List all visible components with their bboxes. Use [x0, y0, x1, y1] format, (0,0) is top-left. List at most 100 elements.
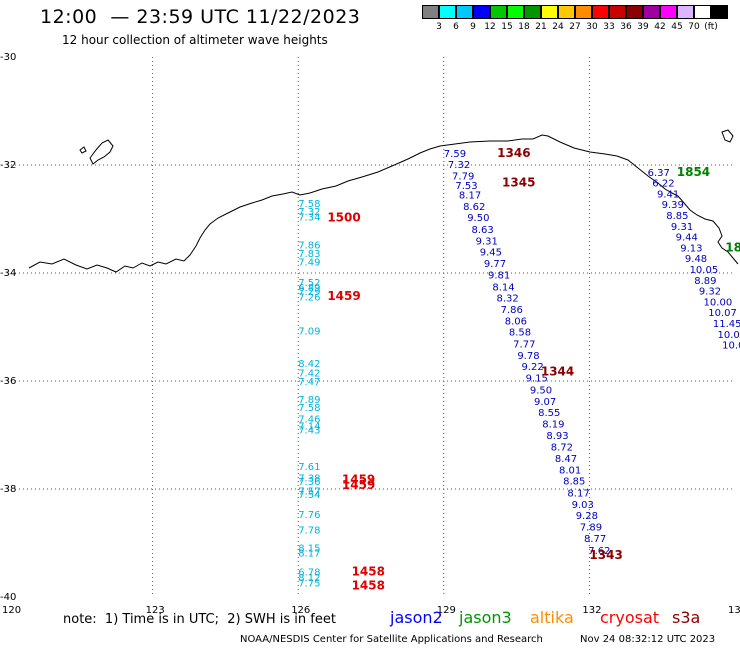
colorbar-label: 24 — [552, 22, 564, 32]
colorbar-label: 30 — [586, 22, 598, 32]
wave-height-label: 7.49 — [298, 257, 320, 268]
wave-height-label: 7.29 — [298, 287, 320, 298]
wave-height-label: 6.22 — [652, 179, 674, 190]
wave-height-label: 9.45 — [480, 248, 502, 259]
wave-height-label: 7.58 — [298, 403, 320, 414]
wave-height-label: 7.59 — [444, 149, 466, 160]
wave-height-label: 8.15 — [298, 544, 320, 555]
coastline — [28, 134, 739, 273]
wave-height-label: 7.47 — [298, 377, 320, 388]
footer-note: note: 1) Time is in UTC; 2) SWH is in fe… — [63, 612, 336, 627]
wave-height-label: 9.07 — [534, 397, 556, 408]
wave-height-label: 10.07 — [708, 308, 737, 319]
wave-height-label: 7.26 — [298, 293, 320, 304]
pass-time-label: 1459 — [342, 473, 375, 487]
wave-height-label: 7.78 — [298, 525, 320, 536]
colorbar-swatch — [626, 5, 643, 19]
wave-height-label: 10.00 — [718, 330, 740, 341]
wave-height-label: 8.85 — [666, 211, 688, 222]
colorbar-swatch — [507, 5, 524, 19]
pass-time-label: 1343 — [589, 548, 622, 562]
wave-height-label: 8.17 — [459, 190, 481, 201]
satellite-name: s3a — [672, 608, 701, 627]
colorbar-swatch — [541, 5, 558, 19]
wave-height-label: 9.78 — [517, 351, 539, 362]
wave-height-label: 8.47 — [555, 454, 577, 465]
wave-height-label: 7.86 — [501, 305, 523, 316]
wave-height-label: 7.83 — [298, 249, 320, 260]
wave-height-label: 7.46 — [298, 415, 320, 426]
pass-time-label: 1459 — [342, 478, 375, 492]
colorbar-swatch — [660, 5, 677, 19]
island — [79, 146, 87, 154]
wave-height-label: 6.78 — [298, 567, 320, 578]
wave-height-label: 9.15 — [526, 374, 548, 385]
satellite-name: altika — [530, 608, 574, 627]
lat-tick-label: -30 — [0, 52, 16, 63]
satellite-name: jason2 — [390, 608, 443, 627]
wave-height-label: 10.05 — [690, 265, 719, 276]
wave-height-label: 8.63 — [472, 225, 494, 236]
colorbar-swatch — [422, 5, 439, 19]
wave-height-label: 9.41 — [657, 189, 679, 200]
colorbar-swatch — [490, 5, 507, 19]
lat-tick-label: -40 — [0, 592, 16, 603]
wave-height-label: 7.36 — [298, 477, 320, 488]
island — [721, 129, 734, 143]
wave-height-label: 7.09 — [298, 327, 320, 338]
wave-height-label: 8.62 — [463, 202, 485, 213]
colorbar-swatch — [524, 5, 541, 19]
colorbar-label: 27 — [569, 22, 581, 32]
agency-credit: NOAA/NESDIS Center for Satellite Applica… — [240, 634, 543, 645]
colorbar-label: 39 — [637, 22, 649, 32]
colorbar-swatch — [439, 5, 456, 19]
wave-height-label: 9.44 — [676, 233, 698, 244]
wave-height-label: 8.89 — [694, 276, 716, 287]
lon-tick-label: 126 — [291, 605, 310, 616]
wave-height-label: 7.14 — [298, 422, 320, 433]
pass-time-label: 185 — [725, 240, 740, 254]
wave-height-label: 10.00 — [722, 341, 740, 352]
wave-height-label: 8.17 — [567, 489, 589, 500]
wave-height-label: 7.76 — [298, 510, 320, 521]
colorbar-swatch — [473, 5, 490, 19]
wave-height-label: 7.38 — [298, 473, 320, 484]
lon-tick-label: 123 — [146, 605, 165, 616]
wave-height-labels: 7.587.327.347.867.837.497.526.897.297.26… — [298, 146, 740, 593]
colorbar-label: 33 — [603, 22, 615, 32]
wave-height-label: 8.14 — [492, 282, 514, 293]
colorbar-swatch — [609, 5, 626, 19]
colorbar-label: 45 — [671, 22, 683, 32]
lon-tick-label: 120 — [2, 605, 21, 616]
wave-height-label: 8.72 — [551, 443, 573, 454]
wave-height-label: 8.55 — [538, 408, 560, 419]
colorbar-label: 9 — [470, 22, 476, 32]
wave-height-label: 8.77 — [584, 534, 606, 545]
wave-height-label: 7.54 — [298, 490, 320, 501]
pass-time-label: 1458 — [352, 578, 385, 592]
wave-height-label: 7.58 — [298, 199, 320, 210]
wave-height-label: 9.48 — [685, 254, 707, 265]
wave-height-label: 8.85 — [563, 477, 585, 488]
wave-height-label: 9.32 — [699, 287, 721, 298]
wave-height-label: 8.58 — [509, 328, 531, 339]
pass-time-label: 1345 — [502, 176, 535, 190]
colorbar-label: 42 — [654, 22, 666, 32]
wave-height-label: 9.22 — [521, 362, 543, 373]
satellite-name: jason3 — [459, 608, 512, 627]
wave-height-label: 7.89 — [298, 395, 320, 406]
wave-height-label: 9.03 — [572, 500, 594, 511]
colorbar-swatch — [575, 5, 592, 19]
wave-height-label: 7.32 — [448, 160, 470, 171]
lat-tick-label: -32 — [0, 160, 16, 171]
wave-height-label: 9.77 — [484, 259, 506, 270]
wave-height-label: 7.61 — [298, 462, 320, 473]
wave-height-label: 8.19 — [542, 419, 564, 430]
wave-height-label: 7.79 — [452, 172, 474, 183]
satellite-name: cryosat — [600, 608, 660, 627]
wave-height-label: 7.89 — [580, 523, 602, 534]
wave-height-label: 9.28 — [576, 511, 598, 522]
colorbar-label: 3 — [436, 22, 442, 32]
wave-height-label: 7.86 — [298, 241, 320, 252]
lon-tick-label: 129 — [437, 605, 456, 616]
